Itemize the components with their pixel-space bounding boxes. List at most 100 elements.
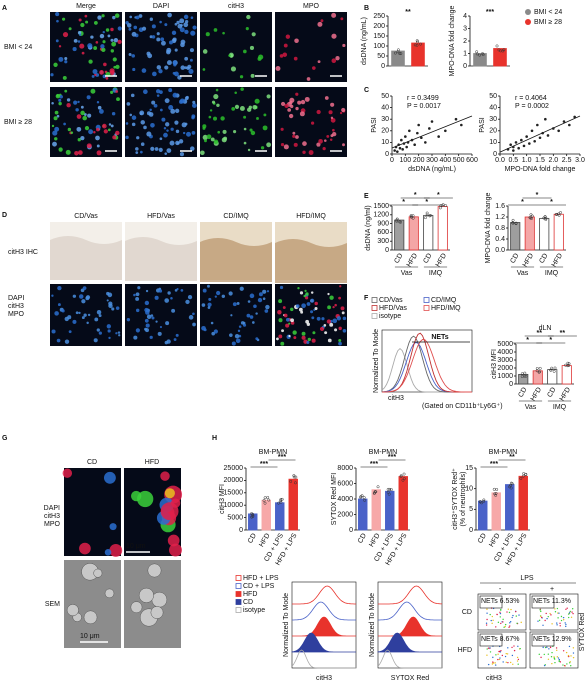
point — [506, 148, 510, 151]
cell — [98, 331, 102, 335]
gate — [479, 595, 503, 609]
cell — [216, 290, 221, 296]
cell — [76, 126, 82, 132]
event — [491, 615, 494, 618]
significance: *** — [490, 461, 498, 468]
gate-label: NETs 6.53% — [481, 598, 520, 605]
cell — [77, 138, 81, 142]
dot — [537, 370, 541, 374]
cell — [310, 298, 315, 303]
cell — [138, 14, 143, 18]
cell — [66, 98, 71, 102]
event — [572, 652, 575, 654]
event — [554, 611, 557, 613]
dot — [441, 203, 445, 207]
event — [542, 646, 544, 649]
cell — [137, 490, 154, 508]
cell — [287, 108, 292, 112]
cell — [319, 326, 325, 332]
cell — [175, 333, 179, 337]
cell — [330, 102, 335, 107]
histogram-curve — [378, 616, 442, 637]
cell — [340, 17, 344, 21]
y-tick-label: 5 — [469, 506, 473, 513]
cell — [110, 27, 114, 32]
histogram-curve — [292, 616, 356, 637]
x-tick-label: HFD — [559, 386, 572, 402]
bar — [505, 484, 515, 531]
cell — [312, 331, 316, 335]
cell — [149, 17, 154, 21]
cell — [339, 111, 343, 115]
y-tick-label: 50 — [377, 53, 385, 60]
cell — [140, 142, 145, 146]
event — [519, 647, 521, 650]
cell — [299, 111, 305, 117]
legend-swatch — [423, 305, 430, 311]
dot — [386, 487, 390, 491]
cell — [331, 58, 337, 64]
y-axis-label: SYTOX Red — [579, 613, 586, 651]
event — [546, 617, 548, 620]
x-tick-label: CD — [538, 252, 549, 264]
cell — [132, 67, 136, 72]
group-label: Vas — [517, 270, 529, 277]
cell — [305, 319, 310, 324]
event — [509, 625, 511, 627]
y-tick-label: 250 — [373, 13, 385, 20]
gate-label: NETs — [431, 334, 448, 341]
dot — [521, 474, 525, 478]
y-tick-label: 0 — [493, 151, 497, 158]
event — [506, 611, 508, 613]
cell — [192, 312, 195, 316]
event — [551, 662, 553, 665]
point — [454, 117, 458, 121]
y-axis-label: Normalized To Mode — [369, 593, 376, 657]
cell — [316, 316, 321, 321]
sem-cell — [150, 606, 164, 619]
cell — [149, 335, 153, 339]
event — [540, 616, 543, 619]
cell — [105, 76, 109, 80]
cell — [206, 134, 212, 140]
dot — [544, 218, 548, 221]
cell — [81, 316, 85, 320]
cell — [230, 314, 233, 317]
legend-label: HFD + LPS — [243, 575, 279, 582]
event — [509, 661, 512, 664]
dot — [524, 472, 528, 476]
event — [569, 661, 571, 663]
cell — [292, 330, 297, 335]
event — [485, 624, 488, 626]
cell — [93, 338, 98, 343]
event — [491, 622, 493, 625]
point — [562, 120, 566, 123]
y-tick-label: 0 — [463, 63, 467, 70]
cell — [275, 65, 281, 71]
histogram-curve — [378, 585, 442, 605]
cell — [326, 319, 332, 324]
cell — [64, 89, 68, 93]
cell — [253, 304, 257, 309]
dot — [494, 493, 498, 497]
event — [556, 656, 559, 658]
y-tick-label: 20000 — [224, 477, 244, 484]
gate — [531, 595, 555, 609]
event — [508, 611, 511, 614]
cell — [217, 130, 221, 134]
cell — [51, 124, 55, 128]
cell — [338, 338, 342, 342]
y-axis-label: MPO-DNA fold change — [485, 192, 492, 263]
y-tick-label: 20 — [381, 128, 389, 135]
cell — [164, 65, 169, 70]
cell — [130, 93, 135, 98]
micrograph — [50, 87, 122, 157]
cell — [62, 75, 67, 80]
panel-letter: A — [2, 5, 7, 12]
cell — [182, 131, 186, 135]
event — [490, 619, 492, 622]
legend-label: HFD/Vas — [379, 305, 407, 312]
cell — [326, 134, 330, 138]
cell — [250, 130, 256, 136]
dot — [396, 48, 400, 52]
